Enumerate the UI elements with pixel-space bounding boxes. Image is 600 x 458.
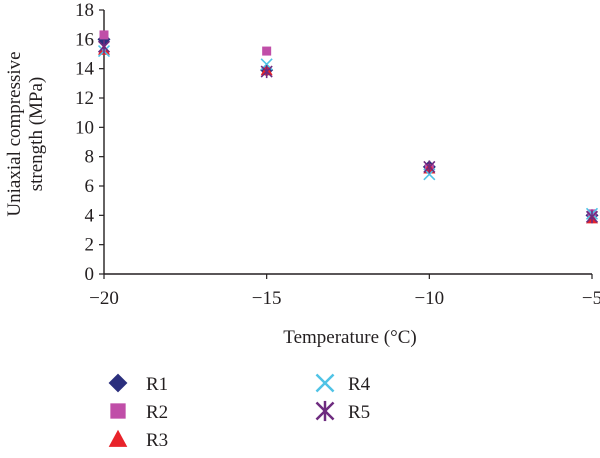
- y-tick-label: 4: [85, 205, 95, 226]
- legend-label-r5: R5: [348, 402, 370, 423]
- data-points: [97, 30, 599, 224]
- y-tick-label: 6: [85, 176, 95, 197]
- data-point-r2: [99, 30, 109, 40]
- legend-label-r4: R4: [348, 374, 371, 395]
- y-tick-label: 16: [75, 29, 94, 50]
- y-tick-label: 0: [85, 264, 95, 285]
- x-tick-label: −15: [252, 288, 282, 309]
- data-point-r5: [260, 65, 273, 79]
- y-axis-ticks: 0 2 4 6 8 10 12 14 16 18: [75, 0, 104, 285]
- data-point-r5: [423, 160, 436, 174]
- y-axis-title-line-1: Uniaxial compressive: [4, 51, 25, 216]
- legend-label-r3: R3: [146, 430, 168, 451]
- legend-marker-r5: [315, 400, 335, 422]
- legend-item-r2: R2: [110, 402, 168, 423]
- y-tick-label: 8: [85, 147, 95, 168]
- y-tick-label: 2: [85, 235, 95, 256]
- x-tick-label: −10: [414, 288, 444, 309]
- legend-marker-r4: [315, 373, 335, 393]
- x-axis-ticks: −20 −15 −10 −5: [89, 274, 600, 309]
- x-axis-title: Temperature (°C): [283, 327, 416, 348]
- data-point-r5: [585, 210, 599, 224]
- legend-marker-r2: [110, 403, 126, 419]
- legend-marker-r3: [108, 429, 128, 447]
- legend-item-r1: R1: [108, 373, 168, 395]
- legend-item-r5: R5: [315, 400, 370, 423]
- y-tick-label: 14: [75, 59, 95, 80]
- data-point-r5: [97, 40, 111, 54]
- y-tick-label: 12: [75, 88, 94, 109]
- data-point-r2: [262, 46, 272, 56]
- legend-item-r3: R3: [108, 429, 168, 451]
- legend-label-r1: R1: [146, 374, 168, 395]
- x-tick-label: −20: [89, 288, 119, 309]
- legend-item-r4: R4: [315, 373, 371, 395]
- x-tick-label: −5: [582, 288, 600, 309]
- y-tick-label: 18: [75, 0, 94, 21]
- legend-marker-r1: [108, 373, 128, 393]
- legend: R1 R2 R3 R4 R5: [108, 373, 371, 451]
- y-axis-title-line-2: strength (MPa): [26, 77, 47, 192]
- legend-label-r2: R2: [146, 402, 168, 423]
- y-tick-label: 10: [75, 117, 94, 138]
